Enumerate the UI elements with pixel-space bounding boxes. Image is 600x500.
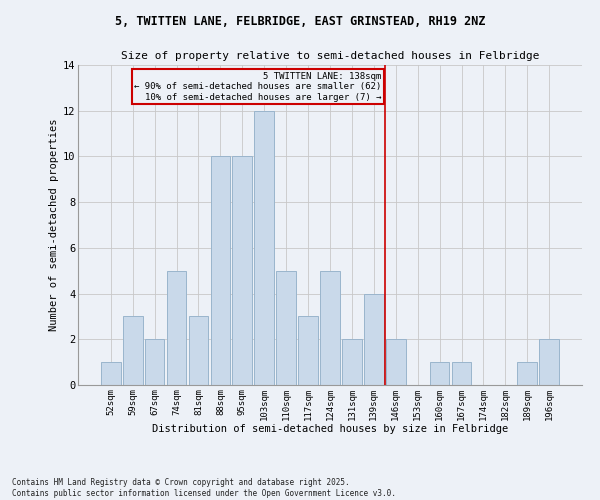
Bar xyxy=(386,340,406,385)
Bar xyxy=(211,156,230,385)
Bar xyxy=(539,340,559,385)
Bar xyxy=(232,156,252,385)
X-axis label: Distribution of semi-detached houses by size in Felbridge: Distribution of semi-detached houses by … xyxy=(152,424,508,434)
Bar xyxy=(430,362,449,385)
Bar xyxy=(517,362,537,385)
Bar xyxy=(254,110,274,385)
Title: Size of property relative to semi-detached houses in Felbridge: Size of property relative to semi-detach… xyxy=(121,52,539,62)
Bar xyxy=(101,362,121,385)
Bar xyxy=(364,294,384,385)
Bar xyxy=(452,362,472,385)
Bar xyxy=(298,316,318,385)
Bar xyxy=(276,270,296,385)
Bar xyxy=(167,270,187,385)
Bar xyxy=(320,270,340,385)
Y-axis label: Number of semi-detached properties: Number of semi-detached properties xyxy=(49,118,59,331)
Text: 5, TWITTEN LANE, FELBRIDGE, EAST GRINSTEAD, RH19 2NZ: 5, TWITTEN LANE, FELBRIDGE, EAST GRINSTE… xyxy=(115,15,485,28)
Bar xyxy=(188,316,208,385)
Bar xyxy=(342,340,362,385)
Bar xyxy=(123,316,143,385)
Bar xyxy=(145,340,164,385)
Text: 5 TWITTEN LANE: 138sqm
← 90% of semi-detached houses are smaller (62)
10% of sem: 5 TWITTEN LANE: 138sqm ← 90% of semi-det… xyxy=(134,72,382,102)
Text: Contains HM Land Registry data © Crown copyright and database right 2025.
Contai: Contains HM Land Registry data © Crown c… xyxy=(12,478,396,498)
